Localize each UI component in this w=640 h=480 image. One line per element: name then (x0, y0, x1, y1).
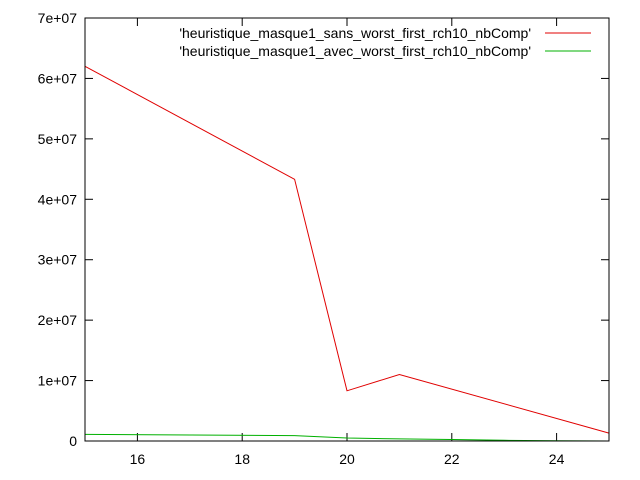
x-tick-label: 20 (339, 451, 355, 467)
y-tick-label: 4e+07 (38, 191, 78, 207)
y-tick-label: 0 (69, 433, 77, 449)
legend-label-2: 'heuristique_masque1_avec_worst_first_rc… (179, 43, 531, 59)
plot-frame (84, 17, 610, 442)
y-tick-label: 6e+07 (38, 70, 78, 86)
series-line-1 (84, 65, 610, 434)
x-tick-label: 18 (234, 451, 250, 467)
x-tick-label: 24 (549, 451, 565, 467)
y-tick-label: 7e+07 (38, 10, 78, 26)
y-tick-label: 3e+07 (38, 252, 78, 268)
x-tick-label: 16 (130, 451, 146, 467)
y-tick-label: 5e+07 (38, 131, 78, 147)
x-tick-labels: 16 18 20 22 24 (130, 451, 565, 467)
legend: 'heuristique_masque1_sans_worst_first_rc… (179, 25, 591, 59)
y-tick-label: 1e+07 (38, 373, 78, 389)
y-tick-label: 2e+07 (38, 312, 78, 328)
legend-label-1: 'heuristique_masque1_sans_worst_first_rc… (179, 25, 531, 41)
x-tick-label: 22 (444, 451, 460, 467)
y-tick-labels: 0 1e+07 2e+07 3e+07 4e+07 5e+07 6e+07 7e+07 (38, 10, 78, 449)
x-tick-marks (136, 18, 558, 441)
